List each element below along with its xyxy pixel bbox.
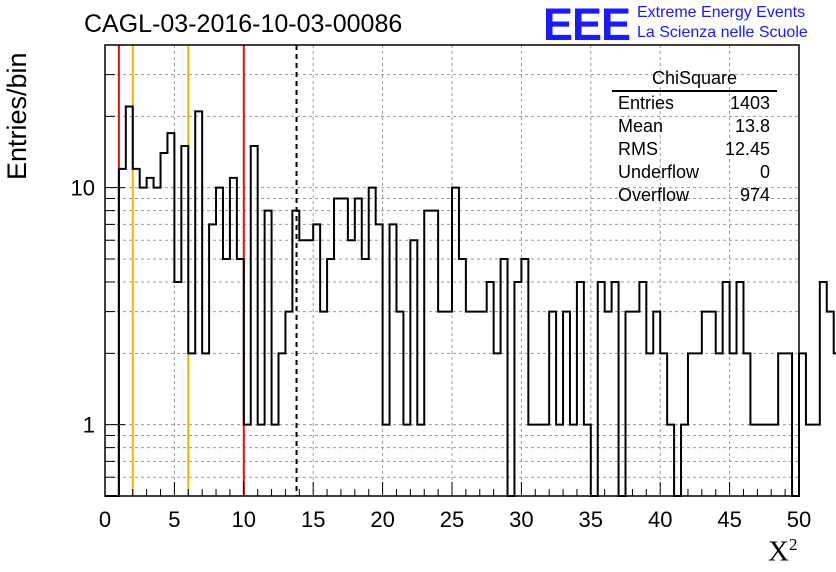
x-tick-label: 25 xyxy=(440,507,464,532)
x-tick-label: 0 xyxy=(99,507,111,532)
x-axis-label-base: X xyxy=(768,535,789,568)
x-tick-label: 30 xyxy=(509,507,533,532)
logo-line-2: La Scienza nelle Scuole xyxy=(637,24,808,41)
stats-row-overflow: Overflow 974 xyxy=(612,184,777,207)
grid xyxy=(105,44,799,497)
stats-row-mean: Mean 13.8 xyxy=(612,115,777,138)
stats-row-underflow: Underflow 0 xyxy=(612,161,777,184)
x-tick-label: 50 xyxy=(787,507,811,532)
stats-row-entries: Entries 1403 xyxy=(612,92,777,115)
marker-lines xyxy=(117,45,298,496)
x-tick-labels: 0 5 10 15 20 25 30 35 40 45 50 xyxy=(99,507,811,532)
x-tick-label: 5 xyxy=(168,507,180,532)
stats-label: RMS xyxy=(618,139,658,159)
stats-label: Mean xyxy=(618,116,664,136)
stats-box: ChiSquare Entries 1403 Mean 13.8 RMS 12.45 … xyxy=(612,67,777,207)
x-tick-label: 35 xyxy=(579,507,603,532)
x-tick-label: 10 xyxy=(232,507,256,532)
stats-value: 12.45 xyxy=(724,139,770,159)
chart-title: CAGL-03-2016-10-03-00086 xyxy=(84,10,403,38)
logo-line-1: Extreme Energy Events xyxy=(637,4,806,21)
stats-value: 974 xyxy=(739,185,770,205)
x-tick-label: 45 xyxy=(717,507,741,532)
x-tick-label: 20 xyxy=(370,507,394,532)
stats-label: Entries xyxy=(618,93,675,113)
stats-value: 0 xyxy=(759,162,770,182)
stats-value: 13.8 xyxy=(734,116,770,136)
axis-ticks xyxy=(104,44,800,497)
x-axis-label: X2 xyxy=(768,535,797,569)
stats-row-rms: RMS 12.45 xyxy=(612,138,777,161)
y-tick-labels: 1 10 xyxy=(71,176,95,438)
eee-logo: EEE xyxy=(543,0,631,50)
y-axis-label: Entries/bin xyxy=(2,52,32,180)
stats-header: ChiSquare xyxy=(612,67,777,92)
y-tick-label: 10 xyxy=(71,176,95,201)
stats-label: Overflow xyxy=(618,185,690,205)
histogram-step-line xyxy=(105,105,836,497)
x-axis-label-superscript: 2 xyxy=(788,535,798,554)
stats-label: Underflow xyxy=(618,162,700,182)
x-tick-label: 40 xyxy=(648,507,672,532)
x-tick-label: 15 xyxy=(301,507,325,532)
y-tick-label: 1 xyxy=(83,413,95,438)
stats-value: 1403 xyxy=(729,93,770,113)
